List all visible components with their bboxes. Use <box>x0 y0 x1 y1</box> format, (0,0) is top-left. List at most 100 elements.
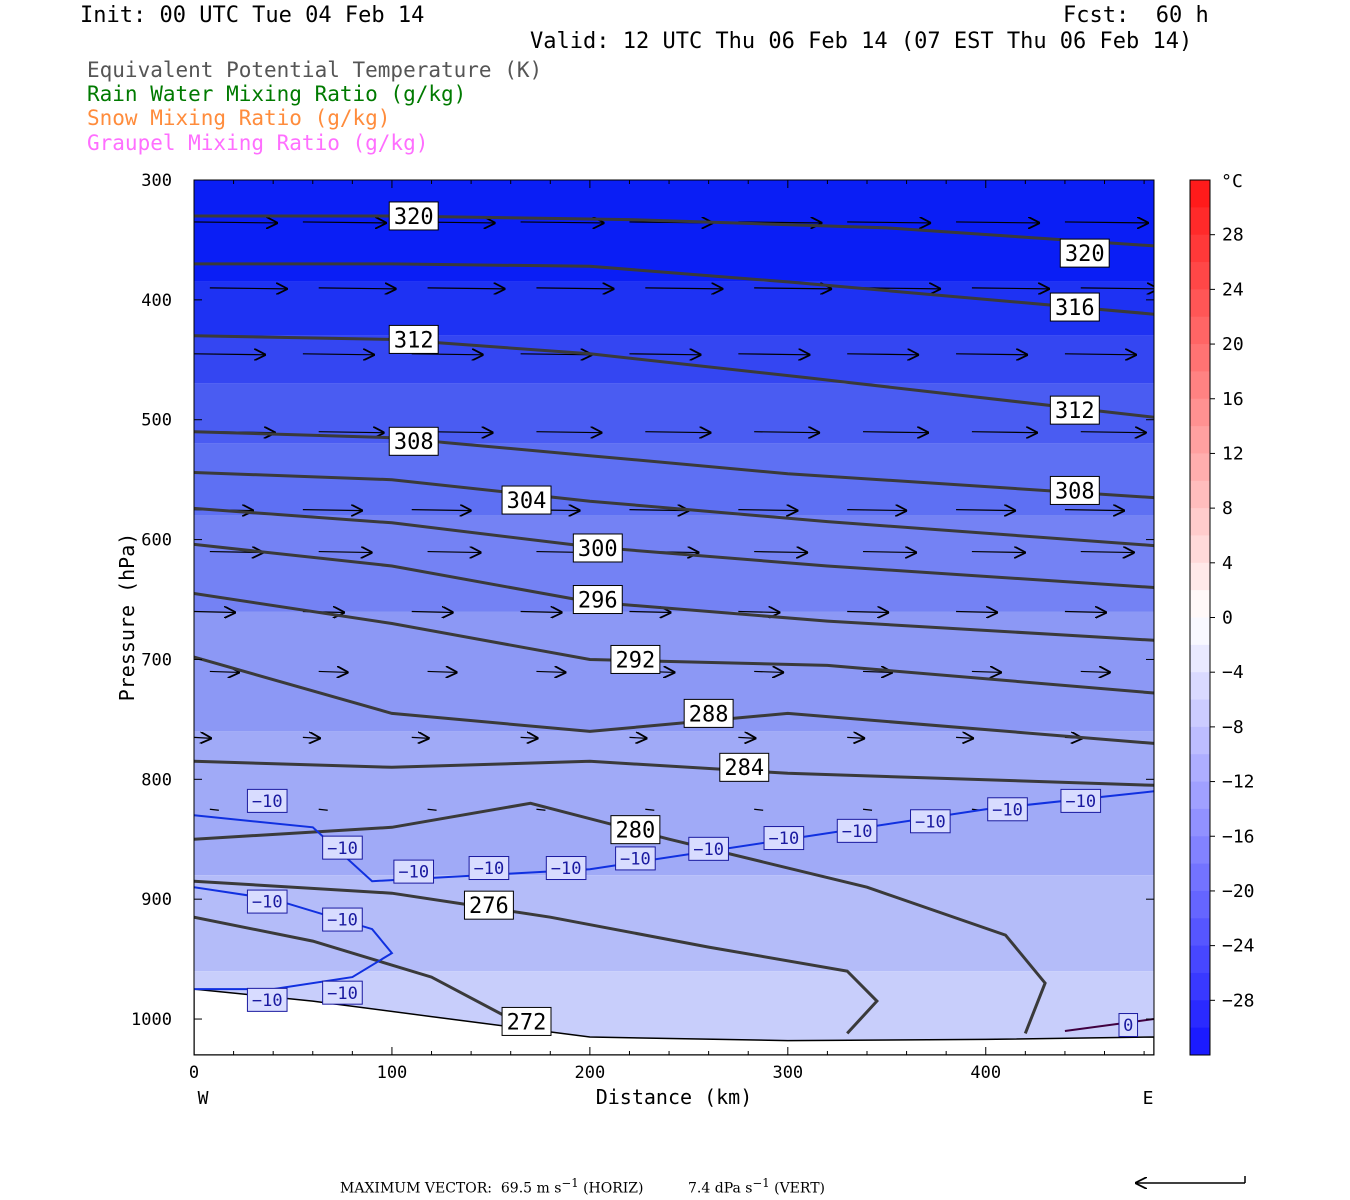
theta-e-label-300-text: 300 <box>578 537 618 562</box>
temp-shading-band-1 <box>194 281 1154 336</box>
footer-vert-exp: −1 <box>752 1176 770 1190</box>
x-tick-label-100: 100 <box>377 1063 408 1083</box>
wind-vector <box>738 354 810 355</box>
temperature-label-box <box>910 809 951 834</box>
theta-e-label-292: 292 <box>610 644 661 674</box>
temp-shading-band-2 <box>194 335 1154 384</box>
wind-vector <box>971 432 1038 433</box>
wind-vector <box>754 552 808 553</box>
theta-e-label-320: 320 <box>1059 238 1110 268</box>
theta-e-label-272-box <box>501 1006 552 1036</box>
footer-horiz: 69.5 m s <box>500 1180 562 1197</box>
wind-vector <box>302 354 375 355</box>
theta-e-label-276-box <box>463 890 514 920</box>
wind-vector <box>1064 222 1149 223</box>
colorbar-swatch <box>1190 508 1210 536</box>
reference-arrow <box>1135 1176 1246 1183</box>
colorbar-tick-label: 16 <box>1222 389 1244 410</box>
theta-e-contour-284 <box>194 759 1154 787</box>
theta-e-contour-308 <box>194 430 1154 500</box>
theta-e-label-316-box <box>1049 292 1100 322</box>
temperature-label-box <box>545 856 587 881</box>
field-label-snow: Snow Mixing Ratio (g/kg) <box>87 106 391 130</box>
wind-vector <box>194 354 266 355</box>
theta-e-label-284-text: 284 <box>724 756 764 781</box>
colorbar-tick-label: 20 <box>1222 334 1244 355</box>
colorbar-swatch <box>1190 754 1210 783</box>
x-axis-title: Distance (km) <box>596 1085 753 1109</box>
theta-e-label-308: 308 <box>388 426 439 456</box>
temperature-label: −10 <box>615 846 656 871</box>
wind-vector <box>847 612 889 613</box>
theta-e-label-304: 304 <box>501 485 552 515</box>
temperature-contour-0 <box>194 790 1154 883</box>
colorbar-swatch <box>1190 289 1210 318</box>
theta-e-contour-316 <box>194 262 1154 316</box>
theta-e-contour-312 <box>194 334 1154 419</box>
theta-e-label-312-box <box>1049 395 1100 425</box>
theta-e-label-312-box <box>388 324 439 354</box>
theta-e-label-312: 312 <box>388 324 439 354</box>
colorbar-swatch <box>1190 836 1210 865</box>
footer-prefix: MAXIMUM VECTOR: <box>340 1180 492 1197</box>
theta-e-contour-292 <box>194 592 1154 695</box>
colorbar-tick-label: −24 <box>1222 936 1255 957</box>
theta-e-label-292-box <box>610 644 661 674</box>
theta-e-label-300: 300 <box>572 533 623 563</box>
wind-vector <box>956 510 1016 511</box>
theta-e-label-280-text: 280 <box>616 819 656 844</box>
wind-vector <box>1064 354 1137 355</box>
wind-vector <box>536 671 566 672</box>
wind-vector <box>302 510 363 511</box>
temperature-label-box <box>763 826 805 851</box>
field-label-graupel: Graupel Mixing Ratio (g/kg) <box>87 131 429 155</box>
wind-vector <box>427 288 506 289</box>
wind-vector <box>520 222 605 223</box>
theta-e-label-284: 284 <box>719 752 770 782</box>
colorbar-tick-label: 12 <box>1222 443 1244 464</box>
temperature-label-text: −10 <box>915 812 946 832</box>
temperature-label-box <box>836 818 878 843</box>
temp-shading-band-4 <box>194 443 1154 516</box>
wind-vector <box>318 808 328 811</box>
colorbar-swatch <box>1190 726 1210 755</box>
wind-vector <box>209 288 288 289</box>
wind-vector <box>1080 432 1147 433</box>
wind-vector <box>847 510 907 511</box>
colorbar-swatch <box>1190 644 1210 673</box>
temp-shading-band-0 <box>194 180 1154 282</box>
theta-e-label-296-box <box>572 585 623 615</box>
temperature-label-text: −10 <box>474 859 505 879</box>
theta-e-label-308: 308 <box>1049 475 1100 505</box>
theta-e-label-288: 288 <box>683 698 734 728</box>
temperature-label-text: −10 <box>327 839 358 859</box>
y-tick-label-400: 400 <box>141 291 172 311</box>
y-tick-label-500: 500 <box>141 411 172 431</box>
wind-vector <box>971 552 1026 553</box>
colorbar-swatch <box>1190 316 1210 345</box>
footer-vert: 7.4 dPa s <box>688 1180 753 1197</box>
theta-e-label-320-box <box>1059 238 1110 268</box>
temperature-label-text: −10 <box>252 792 283 812</box>
wind-vector <box>1080 552 1135 553</box>
temperature-label-text: −10 <box>327 984 358 1004</box>
theta-e-label-292-text: 292 <box>616 648 656 673</box>
wind-vector <box>863 432 929 433</box>
theta-e-label-320: 320 <box>388 201 439 231</box>
colorbar-swatch <box>1190 562 1210 591</box>
colorbar-tick-label: 0 <box>1222 608 1233 629</box>
colorbar-tick-label: 4 <box>1222 553 1233 574</box>
wind-vector <box>971 288 1050 289</box>
wind-vector <box>1080 671 1111 672</box>
wind-vector <box>629 510 689 511</box>
wind-vector <box>318 552 373 553</box>
footer-horiz-unit: (HORIZ) <box>583 1180 644 1197</box>
temperature-label-text: −10 <box>398 863 429 883</box>
colorbar-unit: °C <box>1221 171 1243 192</box>
theta-e-label-320-text: 320 <box>394 205 434 230</box>
wind-vector <box>318 288 397 289</box>
wind-vector <box>411 510 472 511</box>
wind-vector <box>863 552 917 553</box>
wind-vector <box>645 432 711 433</box>
